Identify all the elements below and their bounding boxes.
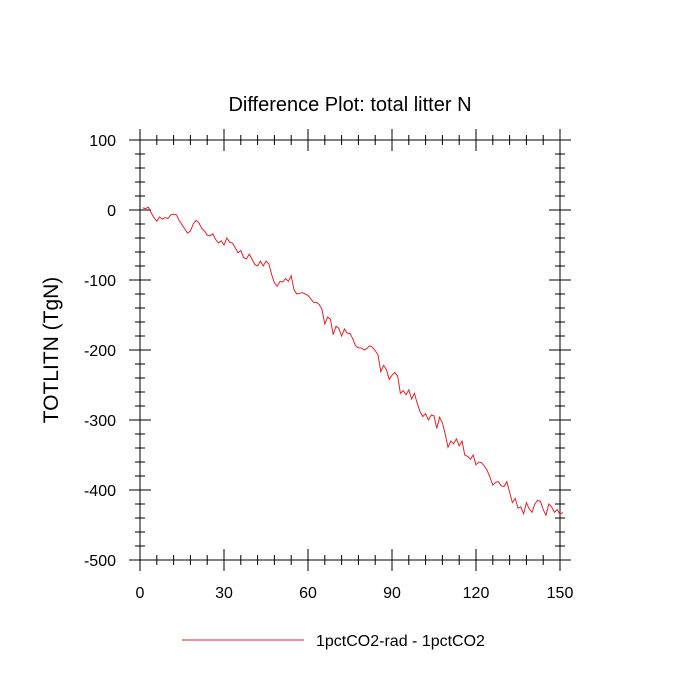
legend: 1pctCO2-rad - 1pctCO2 — [182, 633, 485, 650]
ticks-layer — [129, 129, 571, 571]
y-tick-label: 100 — [89, 133, 116, 150]
legend-label: 1pctCO2-rad - 1pctCO2 — [316, 633, 485, 650]
chart-title: Difference Plot: total litter N — [228, 94, 471, 116]
x-tick-label: 90 — [383, 585, 401, 602]
x-tick-label: 0 — [136, 585, 145, 602]
y-tick-label: -400 — [84, 483, 116, 500]
series-layer — [142, 206, 564, 517]
y-axis-label: TOTLITN (TgN) — [40, 277, 63, 424]
y-tick-label: -500 — [84, 553, 116, 570]
tick-labels-layer: 0 30 60 90 120 150 100 0 -100 -200 -300 -400 -500 — [84, 133, 573, 602]
y-tick-label: -100 — [84, 273, 116, 290]
x-tick-label: 150 — [547, 585, 574, 602]
x-tick-label: 60 — [299, 585, 317, 602]
series-line — [142, 206, 564, 517]
plot-frame — [139, 139, 561, 561]
x-tick-label: 30 — [215, 585, 233, 602]
x-tick-label: 120 — [463, 585, 490, 602]
y-tick-label: 0 — [107, 203, 116, 220]
y-tick-label: -300 — [84, 413, 116, 430]
y-tick-label: -200 — [84, 343, 116, 360]
